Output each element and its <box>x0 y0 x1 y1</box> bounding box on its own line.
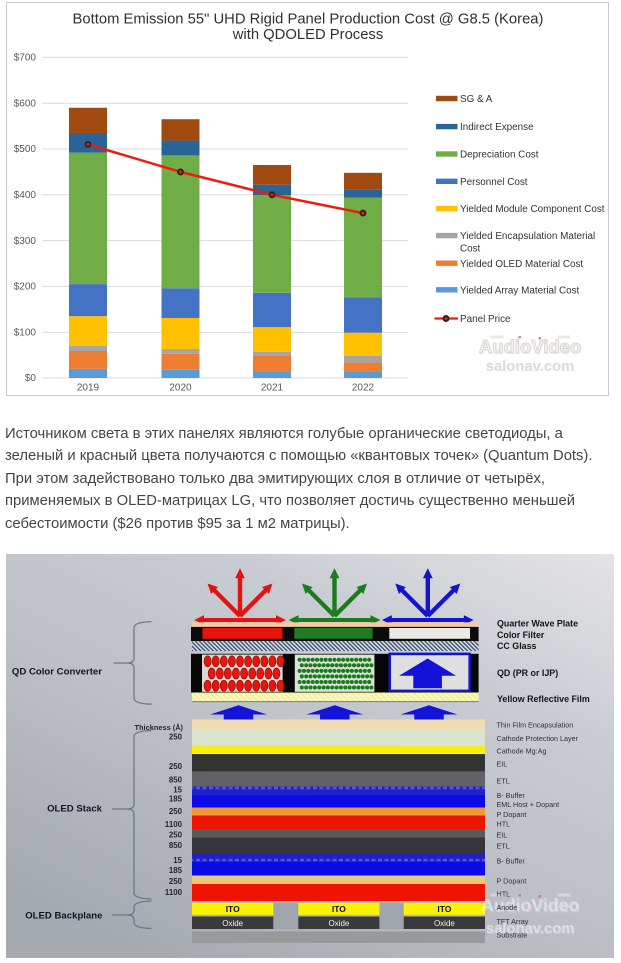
svg-text:2020: 2020 <box>169 383 192 394</box>
svg-text:250: 250 <box>169 762 183 771</box>
svg-text:Anode: Anode <box>497 903 518 912</box>
svg-text:Personnel Cost: Personnel Cost <box>460 177 528 188</box>
svg-text:$700: $700 <box>14 53 37 64</box>
svg-text:salonav.com: salonav.com <box>486 921 575 937</box>
svg-text:Indirect Expense: Indirect Expense <box>460 122 534 133</box>
svg-text:$300: $300 <box>14 236 37 247</box>
svg-text:2022: 2022 <box>352 383 375 394</box>
svg-text:2019: 2019 <box>77 383 100 394</box>
svg-text:AudioVideo: AudioVideo <box>481 895 580 915</box>
svg-text:Cost: Cost <box>460 244 481 255</box>
svg-text:Yielded Array Material Cost: Yielded Array Material Cost <box>460 285 580 296</box>
svg-text:Substrate: Substrate <box>497 930 528 939</box>
svg-text:Cathode Protection Layer: Cathode Protection Layer <box>497 734 579 743</box>
svg-text:HTL: HTL <box>497 819 511 828</box>
svg-text:EIL: EIL <box>497 831 508 840</box>
svg-text:15: 15 <box>173 786 182 795</box>
svg-text:$400: $400 <box>14 190 37 201</box>
svg-text:Cathode Mg:Ag: Cathode Mg:Ag <box>497 746 547 755</box>
svg-text:Yielded Module Component Cost: Yielded Module Component Cost <box>460 204 605 215</box>
svg-text:OLED Backplane: OLED Backplane <box>25 911 102 922</box>
svg-text:185: 185 <box>169 866 183 875</box>
svg-text:Oxide: Oxide <box>222 919 243 928</box>
svg-text:QD Color Converter: QD Color Converter <box>12 667 102 678</box>
svg-text:Oxide: Oxide <box>328 919 349 928</box>
svg-text:Oxide: Oxide <box>434 919 455 928</box>
svg-text:ITO: ITO <box>332 904 346 914</box>
svg-text:Panel Price: Panel Price <box>460 314 511 325</box>
svg-text:TFT Array: TFT Array <box>497 917 529 926</box>
svg-text:Bottom Emission 55" UHD Rigid: Bottom Emission 55" UHD Rigid Panel Prod… <box>73 11 544 27</box>
svg-text:15: 15 <box>173 856 182 865</box>
svg-text:B- Buffer: B- Buffer <box>497 857 526 866</box>
svg-text:250: 250 <box>169 877 183 886</box>
svg-text:AudioVideo: AudioVideo <box>480 337 582 358</box>
svg-text:Thickness (Å): Thickness (Å) <box>135 723 184 732</box>
svg-text:P Dopant: P Dopant <box>497 810 527 819</box>
svg-text:P Dopant: P Dopant <box>497 877 527 886</box>
svg-text:EML Host + Dopant: EML Host + Dopant <box>497 800 560 809</box>
svg-text:Yellow Reflective Film: Yellow Reflective Film <box>497 694 590 704</box>
svg-text:250: 250 <box>169 830 183 839</box>
svg-text:$200: $200 <box>14 282 37 293</box>
svg-text:AudioVideo: AudioVideo <box>479 336 581 357</box>
svg-text:QD (PR or IJP): QD (PR or IJP) <box>497 668 558 678</box>
svg-text:with QDOLED Process: with QDOLED Process <box>232 27 383 43</box>
svg-text:850: 850 <box>169 775 183 784</box>
svg-text:Depreciation Cost: Depreciation Cost <box>460 150 539 161</box>
svg-text:ITO: ITO <box>437 904 451 914</box>
svg-text:ITO: ITO <box>226 904 240 914</box>
svg-text:$100: $100 <box>14 327 37 338</box>
svg-text:CC Glass: CC Glass <box>497 641 537 651</box>
svg-text:2021: 2021 <box>261 383 284 394</box>
svg-text:SG & A: SG & A <box>460 94 493 105</box>
svg-text:185: 185 <box>169 795 183 804</box>
svg-text:AudioVideo: AudioVideo <box>482 896 581 916</box>
svg-text:$500: $500 <box>14 144 37 155</box>
svg-text:Yielded OLED Material Cost: Yielded OLED Material Cost <box>460 259 583 270</box>
svg-text:Color Filter: Color Filter <box>497 630 545 640</box>
svg-text:250: 250 <box>169 733 183 742</box>
svg-text:$0: $0 <box>25 373 37 384</box>
svg-text:1100: 1100 <box>165 820 183 829</box>
svg-text:Quarter Wave Plate: Quarter Wave Plate <box>497 619 578 629</box>
svg-text:1100: 1100 <box>165 888 183 897</box>
svg-text:$600: $600 <box>14 98 37 109</box>
svg-text:Yielded Encapsulation Material: Yielded Encapsulation Material <box>460 231 595 242</box>
svg-text:B- Buffer: B- Buffer <box>497 791 526 800</box>
svg-text:850: 850 <box>169 841 183 850</box>
svg-text:salonav.com: salonav.com <box>487 922 576 938</box>
svg-text:Thin Film Encapsulation: Thin Film Encapsulation <box>497 721 574 730</box>
svg-text:HTL: HTL <box>497 890 511 899</box>
svg-text:OLED Stack: OLED Stack <box>47 804 103 815</box>
svg-text:ETL: ETL <box>497 776 510 785</box>
svg-text:EIL: EIL <box>497 759 508 768</box>
svg-text:salonav.com: salonav.com <box>486 359 575 375</box>
svg-text:ETL: ETL <box>497 841 510 850</box>
svg-text:250: 250 <box>169 807 183 816</box>
